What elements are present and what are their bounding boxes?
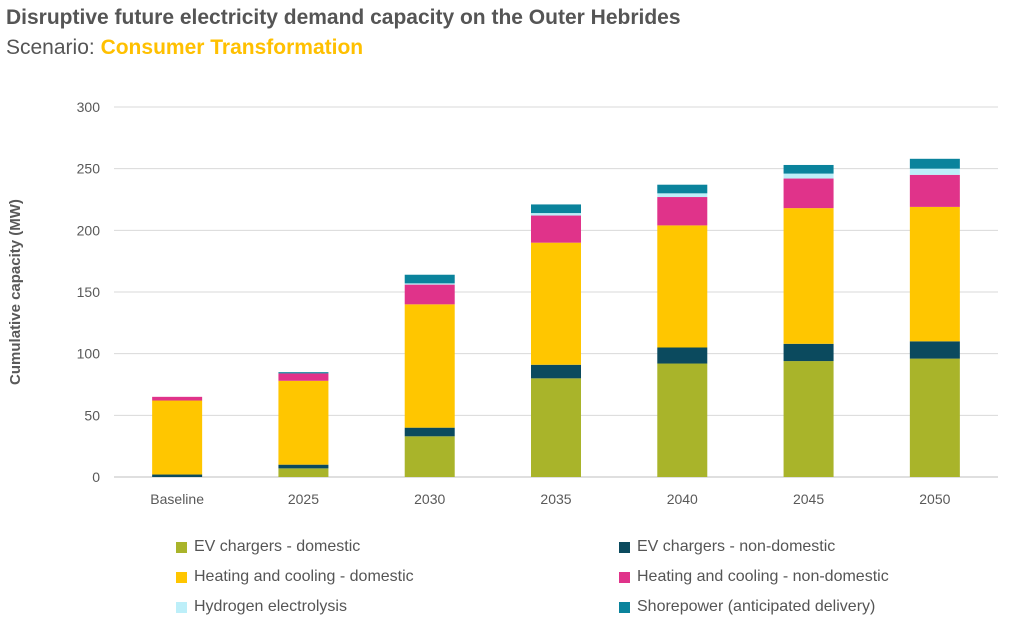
bar-segment	[404, 274, 455, 284]
bar-segment	[278, 380, 329, 465]
bar-segment	[783, 208, 834, 344]
bar-segment	[657, 225, 708, 348]
bar-segment	[657, 184, 708, 194]
x-tick-label: 2025	[288, 491, 319, 507]
subtitle-prefix: Scenario:	[6, 36, 101, 59]
bar-segment	[909, 358, 960, 477]
bar-segment	[909, 206, 960, 342]
bar-segment	[531, 378, 581, 477]
bar-segment	[152, 396, 203, 401]
bar-segment	[657, 363, 708, 477]
x-tick-label: 2035	[540, 491, 571, 507]
y-tick-label: 200	[77, 222, 101, 238]
y-axis-label: Cumulative capacity (MW)	[7, 199, 24, 385]
bar-segment	[909, 341, 960, 359]
chart-title: Disruptive future electricity demand cap…	[6, 6, 681, 29]
bar-segment	[531, 204, 581, 214]
bar-segment	[531, 364, 581, 379]
bar-segment	[531, 242, 581, 365]
chart-subtitle: Scenario: Consumer Transformation	[6, 36, 363, 60]
x-tick-label: 2045	[793, 491, 824, 507]
bar-segment	[783, 173, 834, 179]
bar-segment	[404, 283, 455, 285]
bar-segment	[783, 164, 834, 174]
bar-segment	[909, 158, 960, 169]
y-tick-label: 150	[77, 284, 101, 300]
bar-segment	[657, 347, 708, 364]
bar-segment	[404, 427, 455, 437]
bar-segment	[909, 168, 960, 175]
x-tick-label: 2030	[414, 491, 445, 507]
x-tick-label: Baseline	[150, 491, 204, 507]
bar-segment	[278, 372, 329, 374]
bar-segment	[783, 343, 834, 362]
y-tick-label: 50	[84, 407, 100, 423]
bar-segment	[152, 474, 203, 477]
bar-segment	[278, 373, 329, 381]
bar-segment	[404, 304, 455, 428]
bar-segment	[657, 197, 708, 226]
x-tick-label: 2050	[919, 491, 950, 507]
bar-segment	[404, 436, 455, 477]
bar-segment	[783, 361, 834, 477]
bar-segment	[404, 284, 455, 305]
y-tick-label: 0	[92, 469, 100, 485]
bar-segment	[657, 193, 708, 198]
bar-segment	[278, 468, 329, 477]
bar-segment	[531, 213, 581, 216]
bar-segment	[278, 464, 329, 469]
y-tick-label: 100	[77, 346, 101, 362]
y-tick-label: 300	[77, 99, 101, 115]
scenario-name: Consumer Transformation	[100, 36, 364, 59]
bar-segment	[783, 178, 834, 209]
y-tick-label: 250	[77, 161, 101, 177]
bar-segment	[531, 215, 581, 243]
bar-segment	[152, 400, 203, 475]
bar-segment	[909, 174, 960, 207]
x-tick-label: 2040	[667, 491, 698, 507]
